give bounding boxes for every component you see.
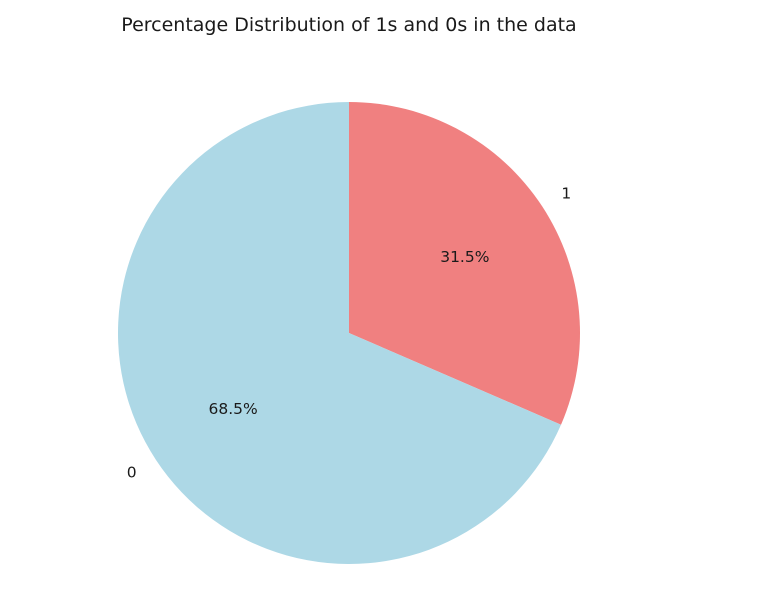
pie-category-label-0: 0: [127, 464, 137, 482]
chart-title: Percentage Distribution of 1s and 0s in …: [121, 14, 577, 36]
pie-slice-0: [117, 102, 561, 564]
pie-pct-label-1: 31.5%: [440, 248, 489, 266]
pie-pct-label-0: 68.5%: [209, 400, 258, 418]
pie-slice-1: [349, 102, 580, 425]
pie-category-label-1: 1: [561, 184, 571, 202]
